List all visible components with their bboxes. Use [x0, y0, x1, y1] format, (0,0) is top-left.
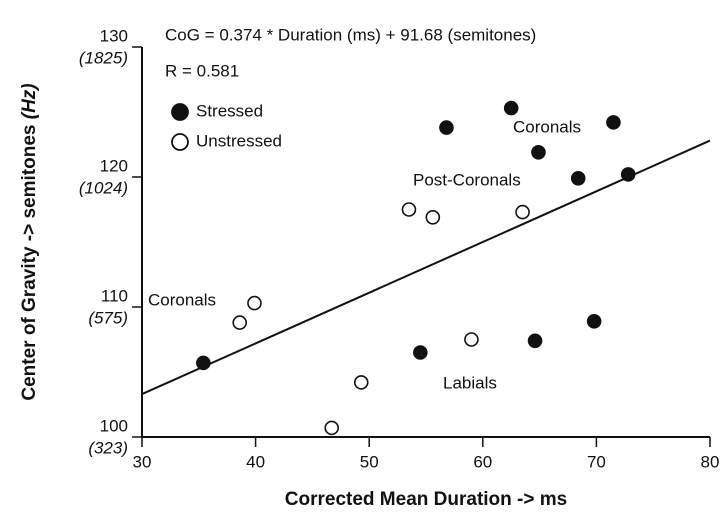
point: [464, 332, 479, 347]
y-tick-hz-label: (1024): [79, 178, 128, 197]
x-tick-label: 50: [360, 452, 379, 471]
point: [413, 345, 428, 360]
point: [606, 115, 621, 130]
y-axis-title-main: Center of Gravity -> semitones: [19, 125, 40, 401]
point: [503, 100, 519, 116]
point: [232, 315, 247, 330]
annotation: Labials: [443, 373, 497, 392]
point: [439, 120, 454, 135]
point: [425, 210, 441, 225]
x-tick-label: 60: [473, 452, 492, 471]
y-tick-hz-label: (1825): [79, 48, 128, 67]
legend-marker: [171, 103, 189, 121]
x-tick-label: 70: [587, 452, 606, 471]
point: [620, 167, 636, 182]
annotation: CoG = 0.374 * Duration (ms) + 91.68 (sem…: [165, 25, 536, 44]
point: [531, 145, 546, 160]
point: [353, 375, 369, 390]
y-tick-label: 130: [100, 26, 128, 45]
y-tick-label: 110: [101, 286, 128, 305]
annotation: R = 0.581: [165, 61, 239, 80]
point: [586, 313, 602, 329]
y-axis-title-unit: (Hz): [19, 83, 40, 119]
y-tick-label: 100: [100, 416, 128, 435]
y-tick-hz-label: (323): [88, 438, 128, 457]
point: [401, 202, 417, 217]
fit-line: [141, 139, 711, 396]
x-tick-label: 40: [246, 452, 265, 471]
point: [196, 355, 211, 371]
annotation: Coronals: [148, 290, 216, 309]
point: [247, 295, 262, 311]
legend-label: Unstressed: [196, 131, 282, 150]
point: [324, 420, 340, 436]
point: [515, 204, 530, 220]
y-tick-label: 120: [100, 156, 128, 175]
annotation: Coronals: [513, 117, 581, 136]
point: [527, 333, 543, 349]
x-tick-label: 30: [133, 452, 152, 471]
x-tick-label: 80: [701, 452, 720, 471]
annotation: Post-Coronals: [413, 170, 521, 189]
legend-marker: [171, 133, 189, 151]
point: [570, 171, 586, 186]
y-axis-title: Center of Gravity -> semitones (Hz): [19, 83, 40, 400]
y-tick-hz-label: (575): [88, 308, 128, 327]
x-axis-title: Corrected Mean Duration -> ms: [285, 489, 567, 510]
legend-label: Stressed: [196, 101, 263, 120]
